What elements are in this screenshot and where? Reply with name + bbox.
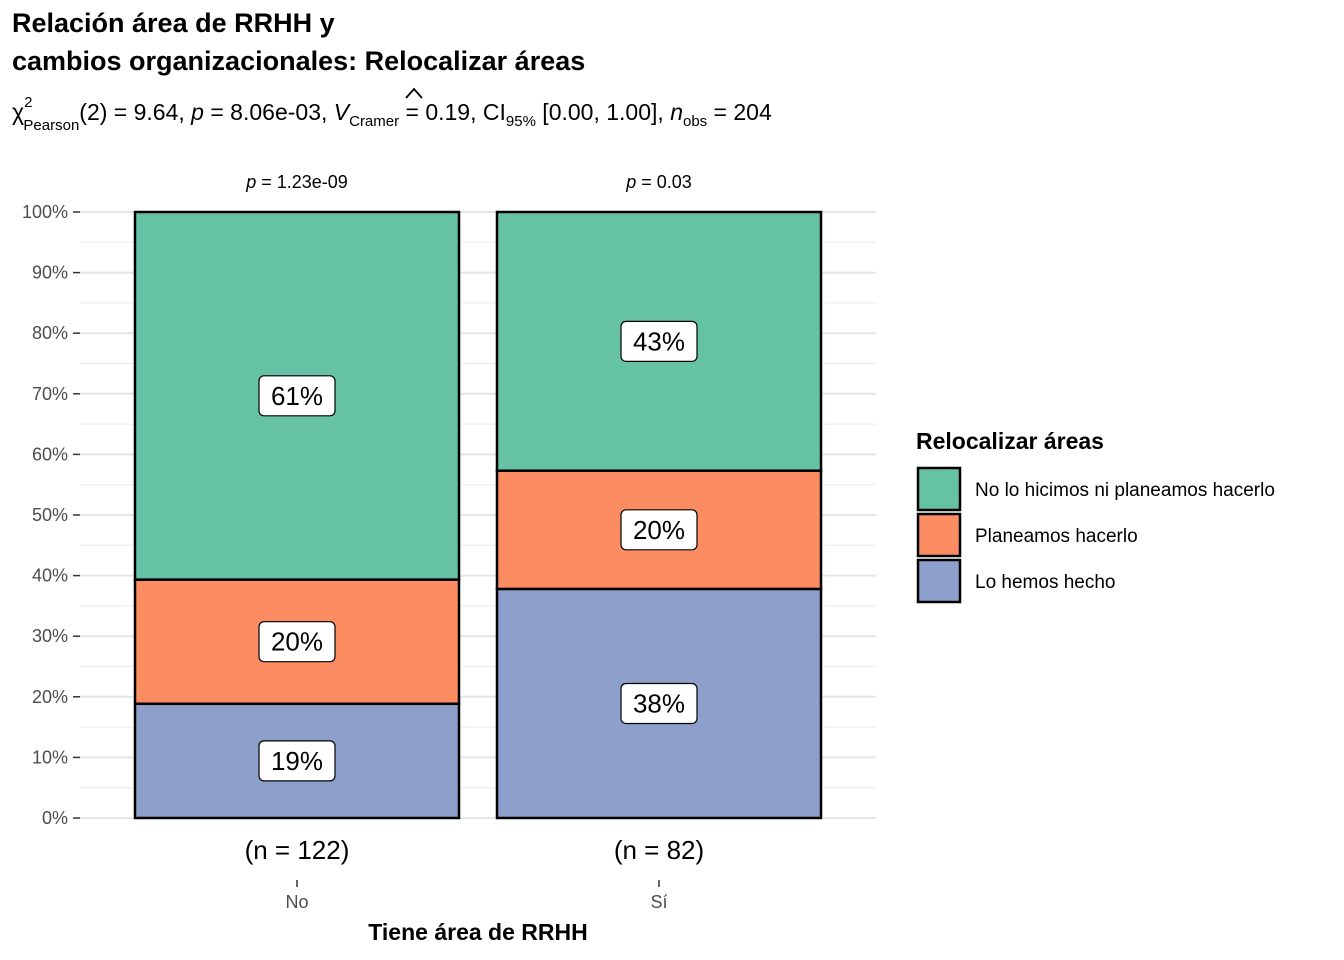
legend-entry: No lo hicimos ni planeamos hacerlo — [975, 480, 1275, 501]
data-label-box — [258, 621, 336, 663]
data-label-box — [620, 320, 698, 362]
y-axis: 0% 10% 20% 30% 40% 50% 60% 70% 80% 90% 100% — [22, 202, 80, 828]
p-value-label: p = 1.23e-09 — [245, 172, 348, 192]
y-tick-label: 70% — [32, 384, 68, 404]
y-tick-label: 90% — [32, 263, 68, 283]
x-axis: (n = 122) No (n = 82) Sí — [245, 835, 705, 912]
data-labels: 19% 20% 61% p = 1.23e-09 38% 20% 43% p = 0.03 — [245, 172, 698, 782]
y-tick-label: 10% — [32, 747, 68, 767]
x-tick-label: No — [285, 892, 308, 912]
p-value-label: p = 0.03 — [625, 172, 692, 192]
data-label-box — [620, 682, 698, 725]
data-label: 38% — [633, 688, 685, 718]
data-label: 61% — [271, 381, 323, 411]
x-axis-title: Tiene área de RRHH — [368, 919, 587, 945]
data-label: 19% — [271, 746, 323, 776]
y-tick-label: 100% — [22, 202, 68, 222]
chart-title-line2: cambios organizacionales: Relocalizar ár… — [12, 46, 585, 76]
y-tick-label: 60% — [32, 444, 68, 464]
x-tick-label: Sí — [650, 892, 667, 912]
legend-swatch — [916, 512, 962, 558]
chart-title-line1: Relación área de RRHH y — [12, 8, 335, 38]
y-tick-label: 0% — [42, 808, 68, 828]
y-tick-label: 20% — [32, 687, 68, 707]
legend-swatch — [916, 466, 962, 512]
legend-entry: Planeamos hacerlo — [975, 526, 1138, 547]
legend: Relocalizar áreas No lo hicimos ni plane… — [916, 428, 1275, 604]
n-label: (n = 82) — [614, 835, 704, 865]
y-tick-label: 80% — [32, 323, 68, 343]
chart-subtitle: χ2 Pearson(2) = 9.64, p = 8.06e-03, VCram… — [12, 94, 772, 134]
data-label-box — [620, 509, 698, 551]
v-hat-mark — [405, 87, 423, 99]
data-label-box — [258, 740, 336, 782]
data-label: 20% — [633, 515, 685, 545]
legend-entry: Lo hemos hecho — [975, 572, 1116, 593]
data-label: 43% — [633, 326, 685, 356]
y-tick-label: 40% — [32, 566, 68, 586]
data-label-box — [258, 375, 336, 417]
n-label: (n = 122) — [245, 835, 350, 865]
legend-swatch — [916, 558, 962, 604]
data-label: 20% — [271, 627, 323, 657]
y-tick-label: 50% — [32, 505, 68, 525]
y-tick-label: 30% — [32, 626, 68, 646]
legend-title: Relocalizar áreas — [916, 428, 1104, 454]
